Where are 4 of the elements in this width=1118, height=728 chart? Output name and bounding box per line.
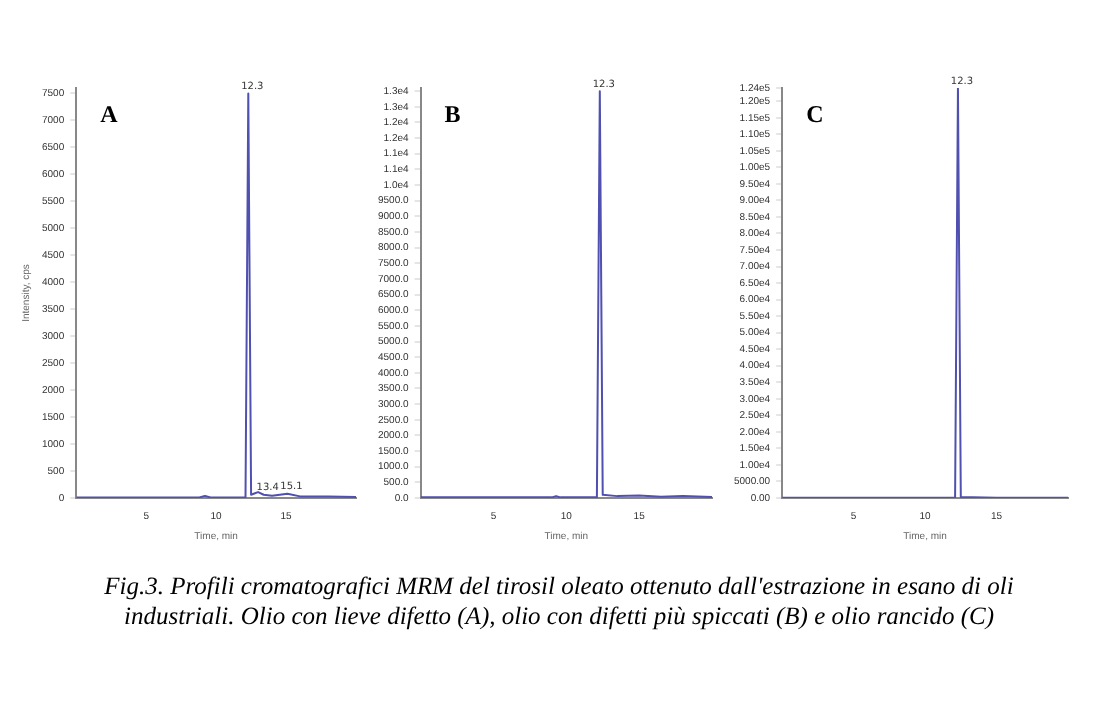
- text: B: [444, 100, 461, 129]
- caption: Fig.3. Profili cromatografici MRM del tirosil oleato ottenuto dall'estrazione in esano di oli industriali. Olio con lieve difetto (A), olio con difetti più spiccati (B) e olio rancido (C): [102, 572, 1016, 632]
- text: C: [806, 100, 824, 129]
- text: A: [100, 100, 119, 129]
